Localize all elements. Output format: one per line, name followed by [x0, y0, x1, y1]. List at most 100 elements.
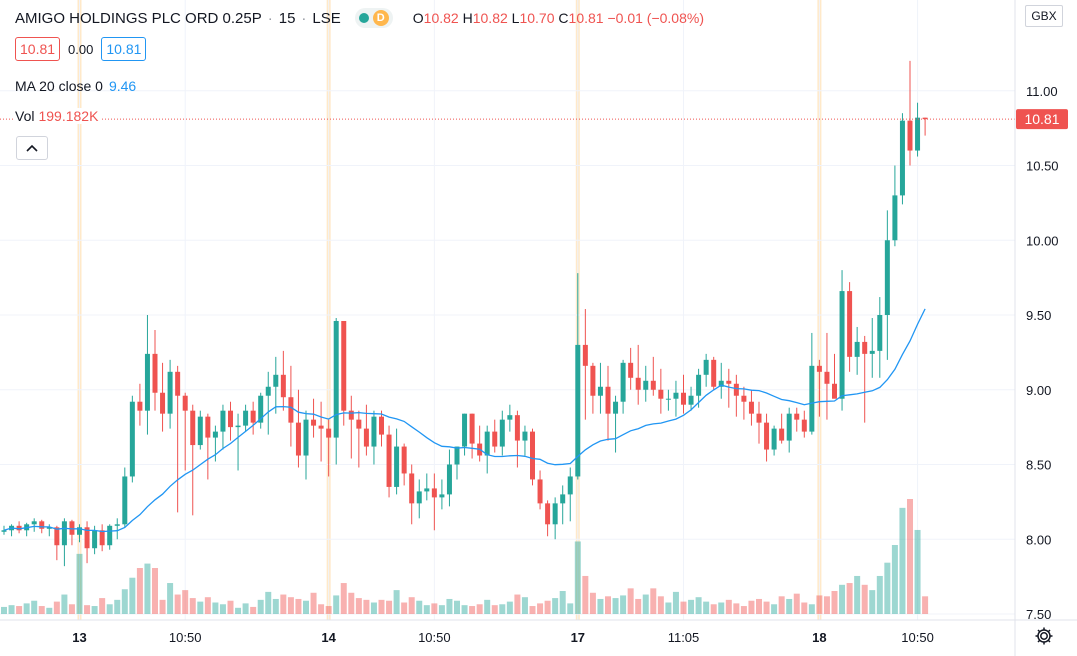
candle-body: [703, 359, 709, 375]
candle: [228, 401, 233, 441]
candle-body: [597, 386, 603, 396]
candle: [537, 470, 543, 510]
volume-bar: [891, 545, 898, 614]
bid-price-box[interactable]: 10.81: [15, 37, 61, 61]
volume-bar: [129, 577, 136, 614]
currency-button[interactable]: GBX: [1025, 5, 1063, 27]
candle-body: [144, 353, 150, 411]
candle: [265, 371, 271, 435]
candle-body: [160, 392, 166, 414]
candle: [779, 413, 785, 444]
volume-bar: [567, 603, 574, 614]
volume-indicator-name: Vol: [15, 108, 35, 124]
candle-body: [243, 410, 249, 426]
candle-body: [907, 120, 913, 151]
last-price-label: 10.81: [1016, 109, 1068, 130]
candle: [499, 410, 505, 456]
candle: [733, 374, 739, 417]
volume-bar: [227, 600, 234, 614]
volume-bar: [84, 605, 91, 614]
candle-body: [333, 320, 339, 438]
candle-body: [507, 415, 513, 420]
ohlc-values: O10.82 H10.82 L10.70 C10.81 −0.01 (−0.08…: [412, 10, 704, 26]
volume-bar: [152, 568, 158, 614]
volume-bar: [174, 594, 181, 614]
candle-body: [484, 431, 490, 456]
candle-body: [137, 401, 143, 411]
candle-body: [779, 428, 785, 441]
candle: [107, 524, 113, 550]
candle: [243, 404, 249, 432]
candle-body: [431, 488, 437, 498]
symbol-legend[interactable]: AMIGO HOLDINGS PLC ORD 0.25P · 15 · LSE …: [15, 8, 704, 28]
volume-bar: [476, 604, 483, 614]
candle: [77, 524, 82, 543]
candle-body: [311, 419, 317, 426]
volume-bar: [99, 598, 106, 614]
candle: [99, 524, 105, 552]
candle: [869, 317, 875, 378]
candle-body: [756, 413, 762, 423]
candle-body: [220, 410, 226, 432]
candle-body: [31, 521, 37, 525]
price-axis[interactable]: 7.50 8.00 8.50 9.00 9.50 10.00 10.50 11.00: [1026, 84, 1059, 622]
chevron-up-icon: [26, 144, 38, 152]
candle-body: [537, 479, 543, 504]
candle-body: [424, 488, 430, 492]
market-open-icon: [358, 13, 369, 23]
volume-bar: [484, 599, 491, 614]
candle-body: [862, 341, 868, 354]
candle: [915, 102, 921, 157]
volume-bar: [688, 599, 695, 614]
candle: [386, 425, 392, 498]
session-separators: [77, 0, 822, 620]
ask-price-box[interactable]: 10.81: [101, 37, 147, 61]
candle: [469, 413, 475, 459]
candle-body: [635, 377, 641, 390]
volume-bar: [310, 592, 317, 614]
candle: [681, 374, 686, 414]
time-tick-label: 18: [812, 630, 826, 645]
candle: [220, 404, 226, 450]
volume-bar: [265, 591, 272, 614]
volume-bar: [672, 591, 679, 614]
candle: [545, 500, 551, 537]
volume-indicator-legend[interactable]: Vol 199.182K: [15, 108, 103, 124]
candle: [280, 350, 286, 411]
volume-bar: [401, 602, 408, 614]
symbol-name: AMIGO HOLDINGS PLC ORD 0.25P: [15, 9, 262, 27]
volume-bar: [189, 598, 196, 614]
volume-bar: [16, 606, 23, 614]
volume-bar: [340, 583, 347, 614]
candle-body: [771, 428, 777, 450]
candle: [658, 368, 664, 414]
candle: [333, 317, 339, 465]
volume-bar: [272, 598, 279, 614]
market-status-badge[interactable]: D: [354, 8, 393, 28]
ma-indicator-legend[interactable]: MA 20 close 0 9.46: [15, 78, 136, 94]
candle-body: [590, 365, 596, 396]
candle: [318, 401, 324, 462]
candle: [446, 449, 452, 507]
time-axis[interactable]: 13 10:50 14 10:50 17 11:05 18 10:50: [72, 630, 934, 645]
candle: [613, 395, 619, 453]
volume-bar: [144, 563, 151, 614]
svg-text:10.81: 10.81: [1024, 111, 1059, 127]
volume-bar: [46, 607, 53, 614]
candle: [801, 410, 807, 438]
volume-bar: [733, 603, 740, 614]
collapse-legend-button[interactable]: [16, 136, 48, 160]
candle-body: [884, 240, 890, 315]
candle: [212, 425, 218, 462]
candle: [303, 410, 309, 480]
candle-body: [530, 431, 535, 480]
volume-bar: [370, 602, 377, 614]
volume-bar: [61, 594, 68, 614]
candle: [24, 522, 30, 537]
separator: ·: [301, 9, 307, 27]
settings-button[interactable]: [1032, 624, 1056, 648]
candle: [462, 413, 468, 456]
volume-bar: [212, 602, 219, 614]
candle: [688, 386, 694, 411]
